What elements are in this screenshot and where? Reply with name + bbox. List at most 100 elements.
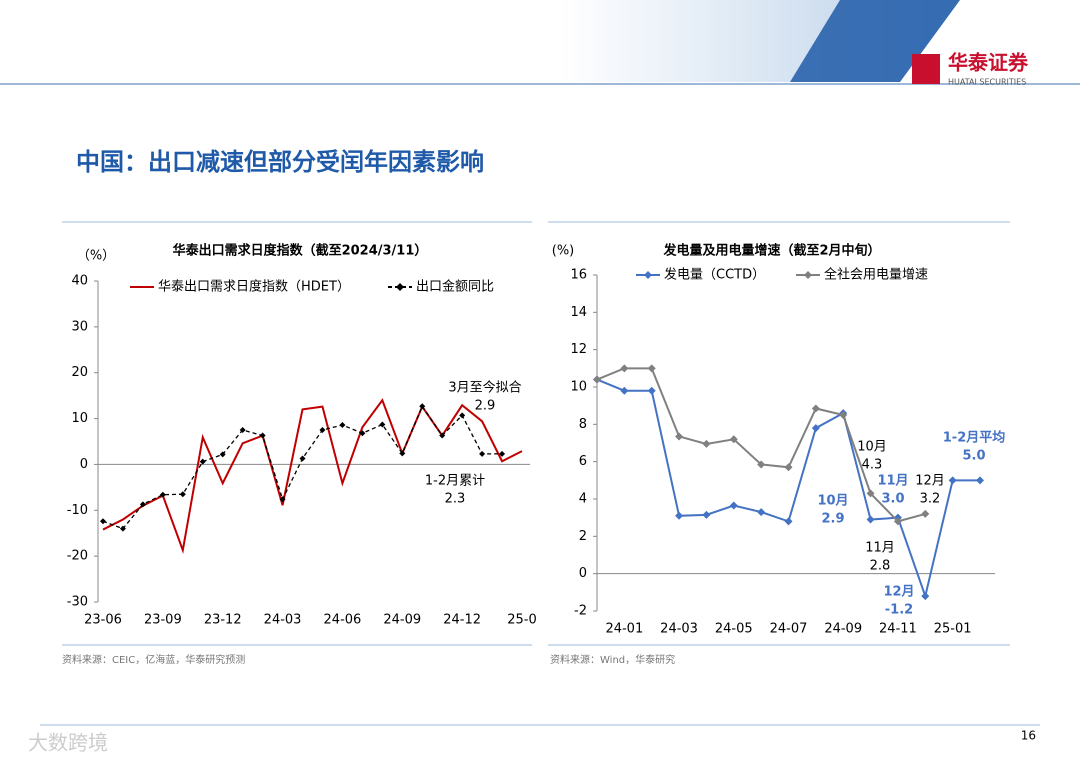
- annotation: 12月: [883, 585, 914, 600]
- legend-label: 出口金额同比: [416, 279, 494, 295]
- point: [319, 427, 326, 434]
- series-line: [102, 404, 503, 530]
- x-tick-label: 24-01: [605, 622, 643, 637]
- point: [866, 515, 875, 524]
- point: [459, 412, 466, 419]
- legend-marker: [396, 283, 404, 291]
- point: [479, 450, 486, 457]
- y-axis-label: (%): [552, 244, 575, 259]
- y-tick-label: 20: [71, 365, 88, 380]
- annotation: 1-2月累计: [425, 474, 485, 489]
- point: [811, 404, 820, 413]
- point: [119, 525, 126, 532]
- y-tick-label: 10: [570, 380, 587, 395]
- y-tick-label: 8: [579, 417, 587, 432]
- annotation: 12月: [915, 474, 945, 489]
- y-tick-label: 14: [570, 305, 587, 320]
- point: [259, 432, 266, 439]
- slide-title: 中国：出口减速但部分受闰年因素影响: [76, 148, 484, 176]
- annotation: 4.3: [862, 458, 883, 473]
- point: [339, 421, 346, 428]
- point: [811, 424, 820, 433]
- x-tick-label: 25-0: [507, 613, 537, 628]
- logo-en: HUATAI SECURITIES: [948, 78, 1026, 87]
- x-tick-label: 24-09: [383, 613, 421, 628]
- legend-label: 发电量（CCTD）: [664, 267, 765, 283]
- point: [839, 411, 848, 419]
- point: [279, 496, 286, 503]
- point: [976, 476, 984, 485]
- point: [379, 421, 386, 428]
- legend-label: 全社会用电量增速: [824, 267, 928, 283]
- annotation: 1-2月平均: [943, 430, 1006, 446]
- source: 资料来源：CEIC，亿海蓝，华泰研究预测: [62, 653, 245, 666]
- point: [199, 458, 206, 465]
- chart-title: 发电量及用电量增速（截至2月中旬）: [662, 243, 880, 259]
- point: [159, 491, 166, 498]
- x-tick-label: 24-11: [879, 622, 917, 637]
- y-tick-label: 0: [579, 566, 587, 581]
- y-axis-label: （%）: [77, 249, 115, 264]
- watermark: 大数跨境: [28, 731, 108, 755]
- point: [921, 509, 930, 518]
- y-tick-label: 10: [71, 411, 88, 426]
- page-number: 16: [1021, 729, 1036, 743]
- annotation: 11月: [865, 541, 895, 556]
- point: [948, 476, 957, 485]
- annotation: -1.2: [885, 603, 913, 618]
- point: [702, 439, 711, 448]
- x-tick-label: 23-12: [204, 613, 242, 628]
- x-tick-label: 25-01: [934, 622, 972, 637]
- point: [784, 463, 793, 472]
- series-line: [102, 398, 523, 555]
- chart-title: 华泰出口需求日度指数（截至2024/3/11）: [173, 243, 428, 259]
- logo-icon: [912, 54, 940, 84]
- point: [702, 510, 711, 519]
- x-tick-label: 23-09: [144, 613, 182, 628]
- y-tick-label: 12: [570, 342, 587, 357]
- annotation: 10月: [817, 494, 848, 509]
- y-tick-label: 16: [570, 268, 587, 283]
- point: [729, 501, 738, 510]
- x-tick-label: 24-06: [324, 613, 362, 628]
- y-tick-label: 6: [579, 454, 587, 469]
- annotation: 10月: [857, 440, 887, 455]
- y-tick-label: -30: [67, 595, 88, 610]
- legend-marker: [804, 271, 812, 279]
- point: [439, 432, 446, 439]
- legend-label: 华泰出口需求日度指数（HDET）: [158, 279, 350, 295]
- point: [620, 386, 629, 395]
- point: [299, 455, 306, 462]
- point: [784, 517, 793, 526]
- point: [399, 450, 406, 457]
- annotation: 3.2: [920, 492, 941, 507]
- x-tick-label: 24-07: [770, 622, 808, 637]
- y-tick-label: -2: [574, 604, 587, 619]
- y-tick-label: -10: [67, 503, 88, 518]
- y-tick-label: 0: [80, 457, 88, 472]
- y-tick-label: -20: [67, 549, 88, 564]
- y-tick-label: 40: [71, 274, 88, 289]
- banner-stripe: [790, 0, 960, 82]
- y-tick-label: 2: [579, 529, 587, 544]
- y-tick-label: 30: [71, 319, 88, 334]
- legend-marker: [644, 271, 652, 279]
- x-tick-label: 24-12: [443, 613, 481, 628]
- annotation: 2.8: [870, 559, 891, 574]
- point: [593, 375, 601, 384]
- x-tick-label: 24-03: [264, 613, 302, 628]
- point: [893, 517, 902, 526]
- x-tick-label: 24-05: [715, 622, 753, 637]
- annotation: 2.3: [445, 492, 466, 507]
- point: [866, 489, 875, 498]
- annotation: 11月: [877, 474, 908, 489]
- point: [647, 386, 656, 395]
- annotation: 2.9: [821, 512, 844, 527]
- x-tick-label: 23-06: [84, 613, 122, 628]
- point: [239, 427, 246, 434]
- source: 资料来源：Wind，华泰研究: [550, 653, 675, 666]
- annotation: 5.0: [962, 449, 985, 464]
- logo: 华泰证券: [948, 51, 1029, 75]
- point: [359, 430, 366, 437]
